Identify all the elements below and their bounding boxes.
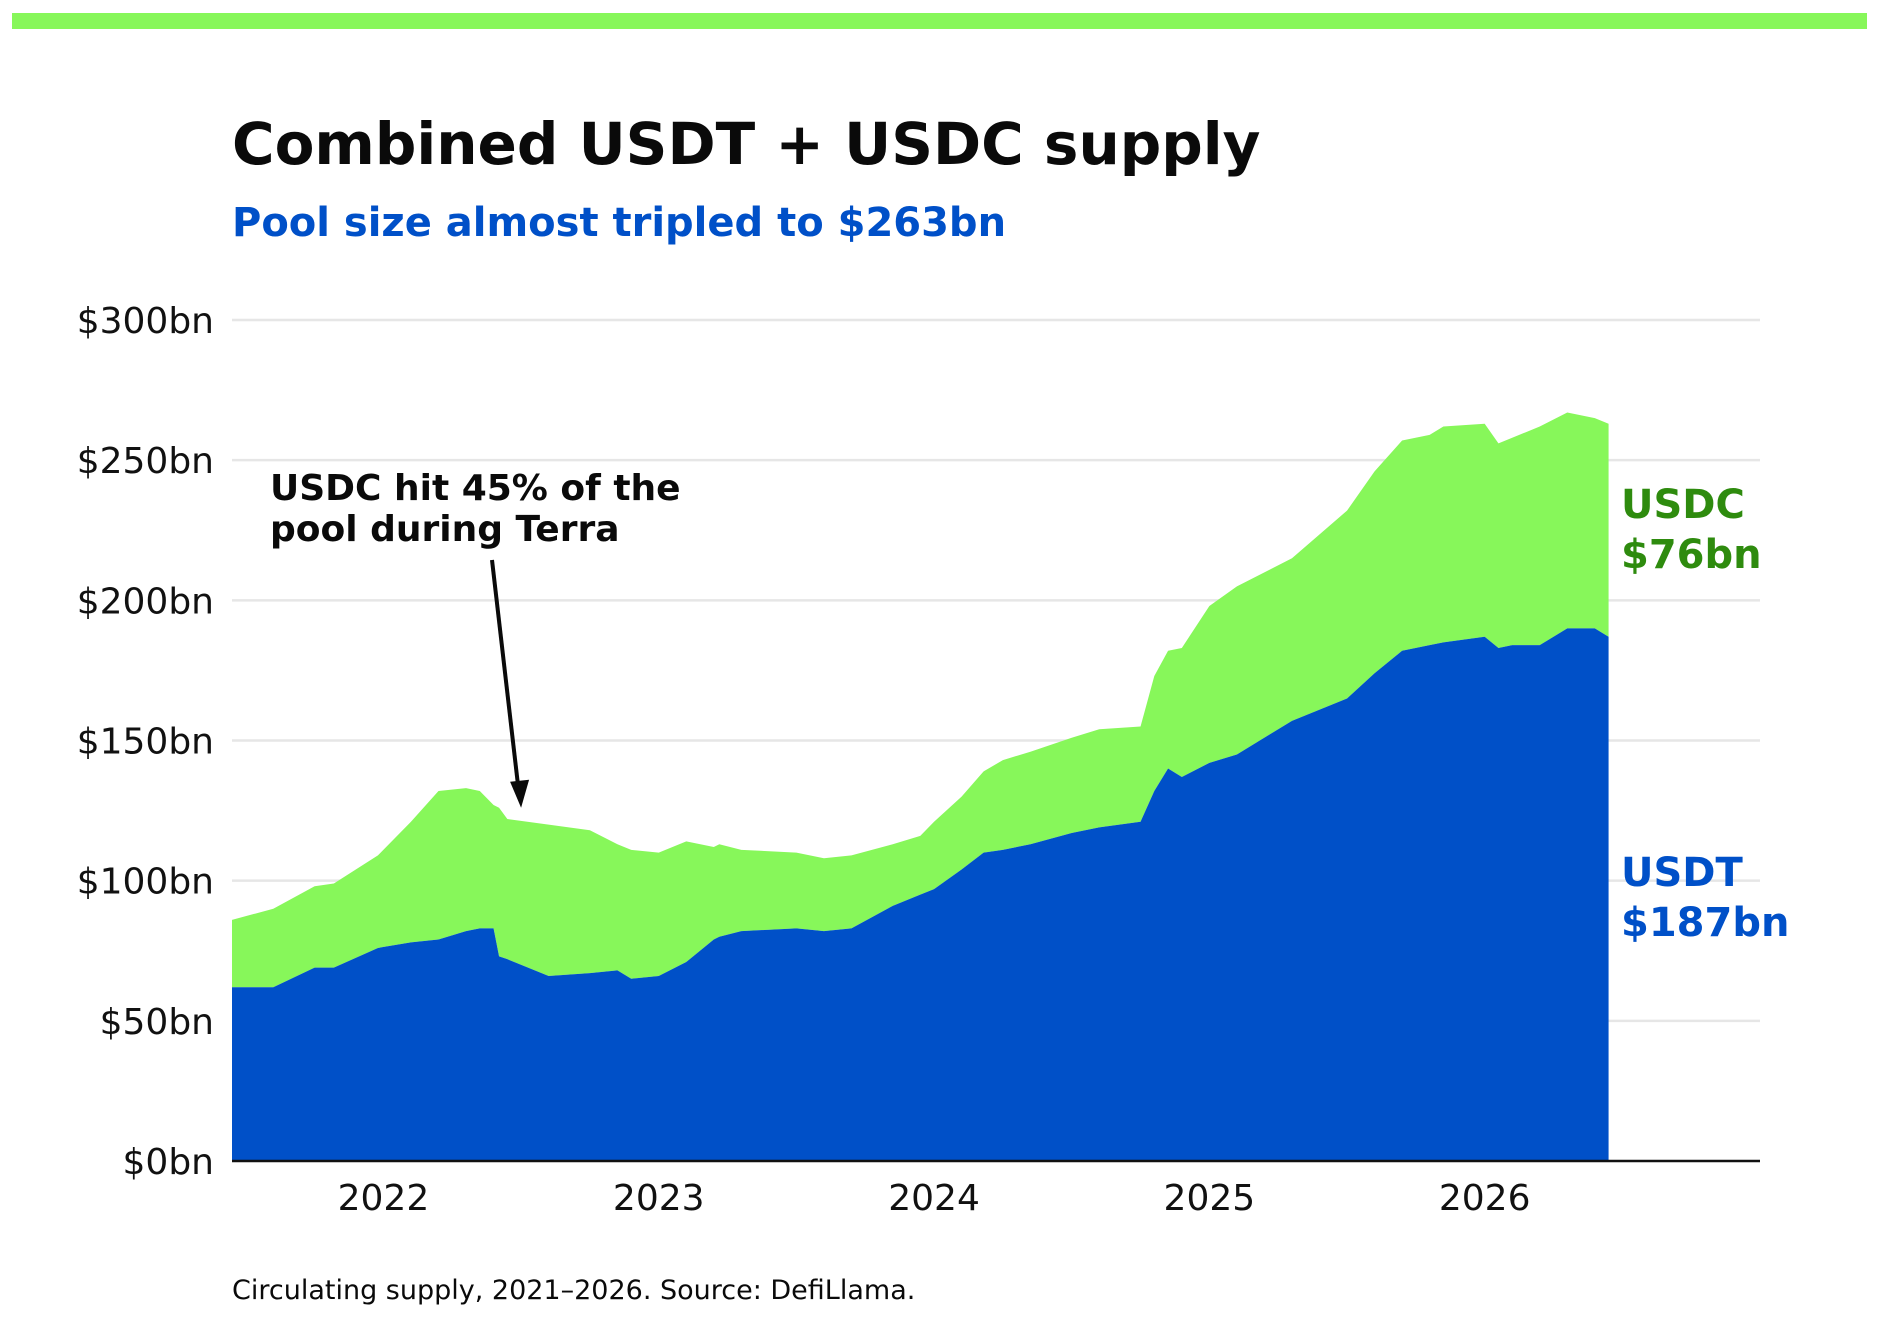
x-tick-label: 2023: [613, 1178, 705, 1219]
x-tick-label: 2026: [1439, 1178, 1531, 1219]
x-tick-label: 2024: [888, 1178, 980, 1219]
series-areas: [232, 412, 1609, 1161]
annotation-text: USDC hit 45% of the: [270, 468, 681, 509]
annotation-arrow-head: [510, 779, 530, 808]
y-tick-label: $150bn: [77, 722, 214, 763]
annotation-arrow-line: [490, 559, 521, 787]
y-tick-label: $100bn: [77, 862, 214, 903]
accent-bar: [12, 13, 1867, 29]
usdc-area: [232, 412, 1609, 988]
y-tick-label: $300bn: [77, 301, 214, 342]
usdt-label: USDT: [1621, 850, 1743, 896]
x-tick-label: 2025: [1164, 1178, 1256, 1219]
axes: $0bn $50bn $100bn $150bn $200bn $250bn $300bn 2…: [77, 301, 1760, 1219]
series-labels: USDC$76bn USDT$187bn: [1621, 482, 1789, 946]
chart-title: Combined USDT + USDC supply: [232, 110, 1261, 178]
x-tick-label: 2022: [338, 1178, 430, 1219]
usdt-area: [232, 628, 1609, 1161]
usdc-label: USDC: [1621, 482, 1745, 528]
chart-subtitle: Pool size almost tripled to $263bn: [232, 200, 1007, 246]
usdt-value-label: $187bn: [1621, 900, 1789, 946]
y-tick-label: $200bn: [77, 581, 214, 622]
y-tick-label: $50bn: [100, 1002, 214, 1043]
footer-source: Circulating supply, 2021–2026. Source: D…: [232, 1275, 916, 1306]
y-tick-label: $0bn: [123, 1142, 214, 1183]
y-tick-label: $250bn: [77, 441, 214, 482]
usdc-value-label: $76bn: [1621, 532, 1762, 578]
annotation-text: pool during Terra: [270, 509, 620, 550]
